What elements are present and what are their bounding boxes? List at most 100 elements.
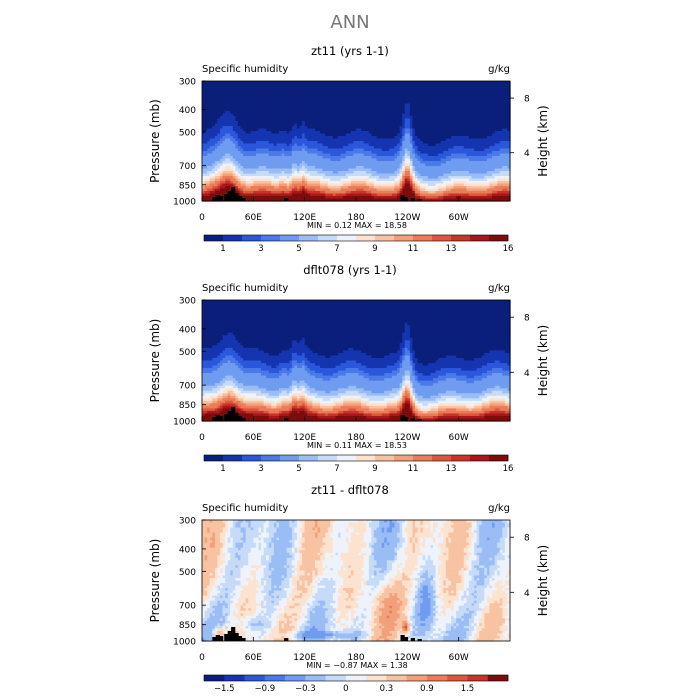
field-cell <box>289 171 293 175</box>
field-cell <box>445 168 449 172</box>
field-cell <box>289 163 293 167</box>
field-cell <box>420 116 424 120</box>
field-cell <box>235 86 239 90</box>
field-cell <box>202 173 206 177</box>
field-cell <box>202 118 206 122</box>
field-cell <box>273 111 278 115</box>
field-cell <box>279 153 283 157</box>
field-cell <box>502 158 506 162</box>
field-cell <box>279 128 283 132</box>
field-cell <box>343 166 347 170</box>
field-cell <box>276 108 280 112</box>
field-cell <box>243 151 247 155</box>
field-cell <box>358 98 362 102</box>
field-cell <box>363 103 367 107</box>
field-cell <box>222 156 226 160</box>
field-cell <box>325 106 329 110</box>
field-cell <box>404 166 408 170</box>
field-cell <box>468 143 473 147</box>
field-cell <box>325 118 329 122</box>
field-cell <box>499 88 503 92</box>
field-cell <box>217 88 221 92</box>
field-cell <box>489 173 493 177</box>
field-cell <box>322 181 326 185</box>
field-cell <box>266 103 270 107</box>
field-cell <box>433 148 437 152</box>
field-cell <box>445 128 449 132</box>
field-cell <box>291 103 295 107</box>
field-cell <box>427 148 432 152</box>
field-cell <box>507 101 511 105</box>
field-cell <box>445 131 449 135</box>
field-cell <box>245 148 249 152</box>
field-cell <box>476 141 480 145</box>
field-cell <box>366 118 370 122</box>
field-cell <box>394 181 398 185</box>
field-cell <box>399 161 403 165</box>
field-cell <box>474 131 478 135</box>
field-cell <box>235 143 239 147</box>
field-cell <box>376 128 380 132</box>
field-cell <box>394 148 398 152</box>
field-cell <box>330 111 334 115</box>
field-cell <box>471 98 475 102</box>
field-cell <box>386 83 390 87</box>
field-cell <box>248 98 252 102</box>
field-cell <box>332 121 337 125</box>
field-cell <box>463 173 467 177</box>
field-cell <box>230 138 234 142</box>
field-cell <box>304 171 308 175</box>
field-cell <box>245 88 249 92</box>
field-cell <box>291 118 295 122</box>
field-cell <box>371 178 375 182</box>
field-cell <box>435 83 439 87</box>
field-cell <box>484 111 488 115</box>
field-cell <box>219 81 224 85</box>
field-cell <box>299 131 303 135</box>
field-cell <box>207 176 211 180</box>
field-cell <box>474 163 478 167</box>
field-cell <box>232 183 236 187</box>
field-cell <box>245 156 249 160</box>
field-cell <box>340 151 344 155</box>
field-cell <box>325 163 329 167</box>
field-cell <box>304 148 308 152</box>
field-cell <box>366 168 370 172</box>
field-cell <box>502 83 506 87</box>
field-cell <box>484 153 488 157</box>
field-cell <box>366 176 370 180</box>
field-cell <box>468 81 473 85</box>
field-cell <box>327 81 331 85</box>
field-cell <box>289 178 293 182</box>
field-cell <box>302 166 306 170</box>
field-cell <box>245 158 249 162</box>
field-cell <box>422 138 426 142</box>
field-cell <box>255 131 260 135</box>
field-cell <box>497 126 501 130</box>
field-cell <box>489 128 493 132</box>
field-cell <box>391 106 396 110</box>
field-cell <box>404 131 408 135</box>
field-cell <box>248 153 252 157</box>
field-cell <box>407 116 411 120</box>
field-cell <box>284 176 288 180</box>
field-cell <box>219 108 224 112</box>
field-cell <box>481 146 485 150</box>
field-cell <box>299 86 303 90</box>
field-cell <box>232 156 236 160</box>
field-cell <box>425 116 429 120</box>
field-cell <box>438 173 442 177</box>
field-cell <box>481 128 485 132</box>
field-cell <box>453 131 457 135</box>
field-cell <box>237 158 242 162</box>
field-cell <box>412 136 416 140</box>
field-cell <box>471 111 475 115</box>
field-cell <box>466 98 470 102</box>
field-cell <box>502 96 506 100</box>
field-cell <box>263 93 267 97</box>
field-cell <box>325 161 329 165</box>
field-cell <box>207 148 211 152</box>
field-cell <box>253 91 257 95</box>
field-cell <box>343 143 347 147</box>
field-cell <box>312 176 316 180</box>
